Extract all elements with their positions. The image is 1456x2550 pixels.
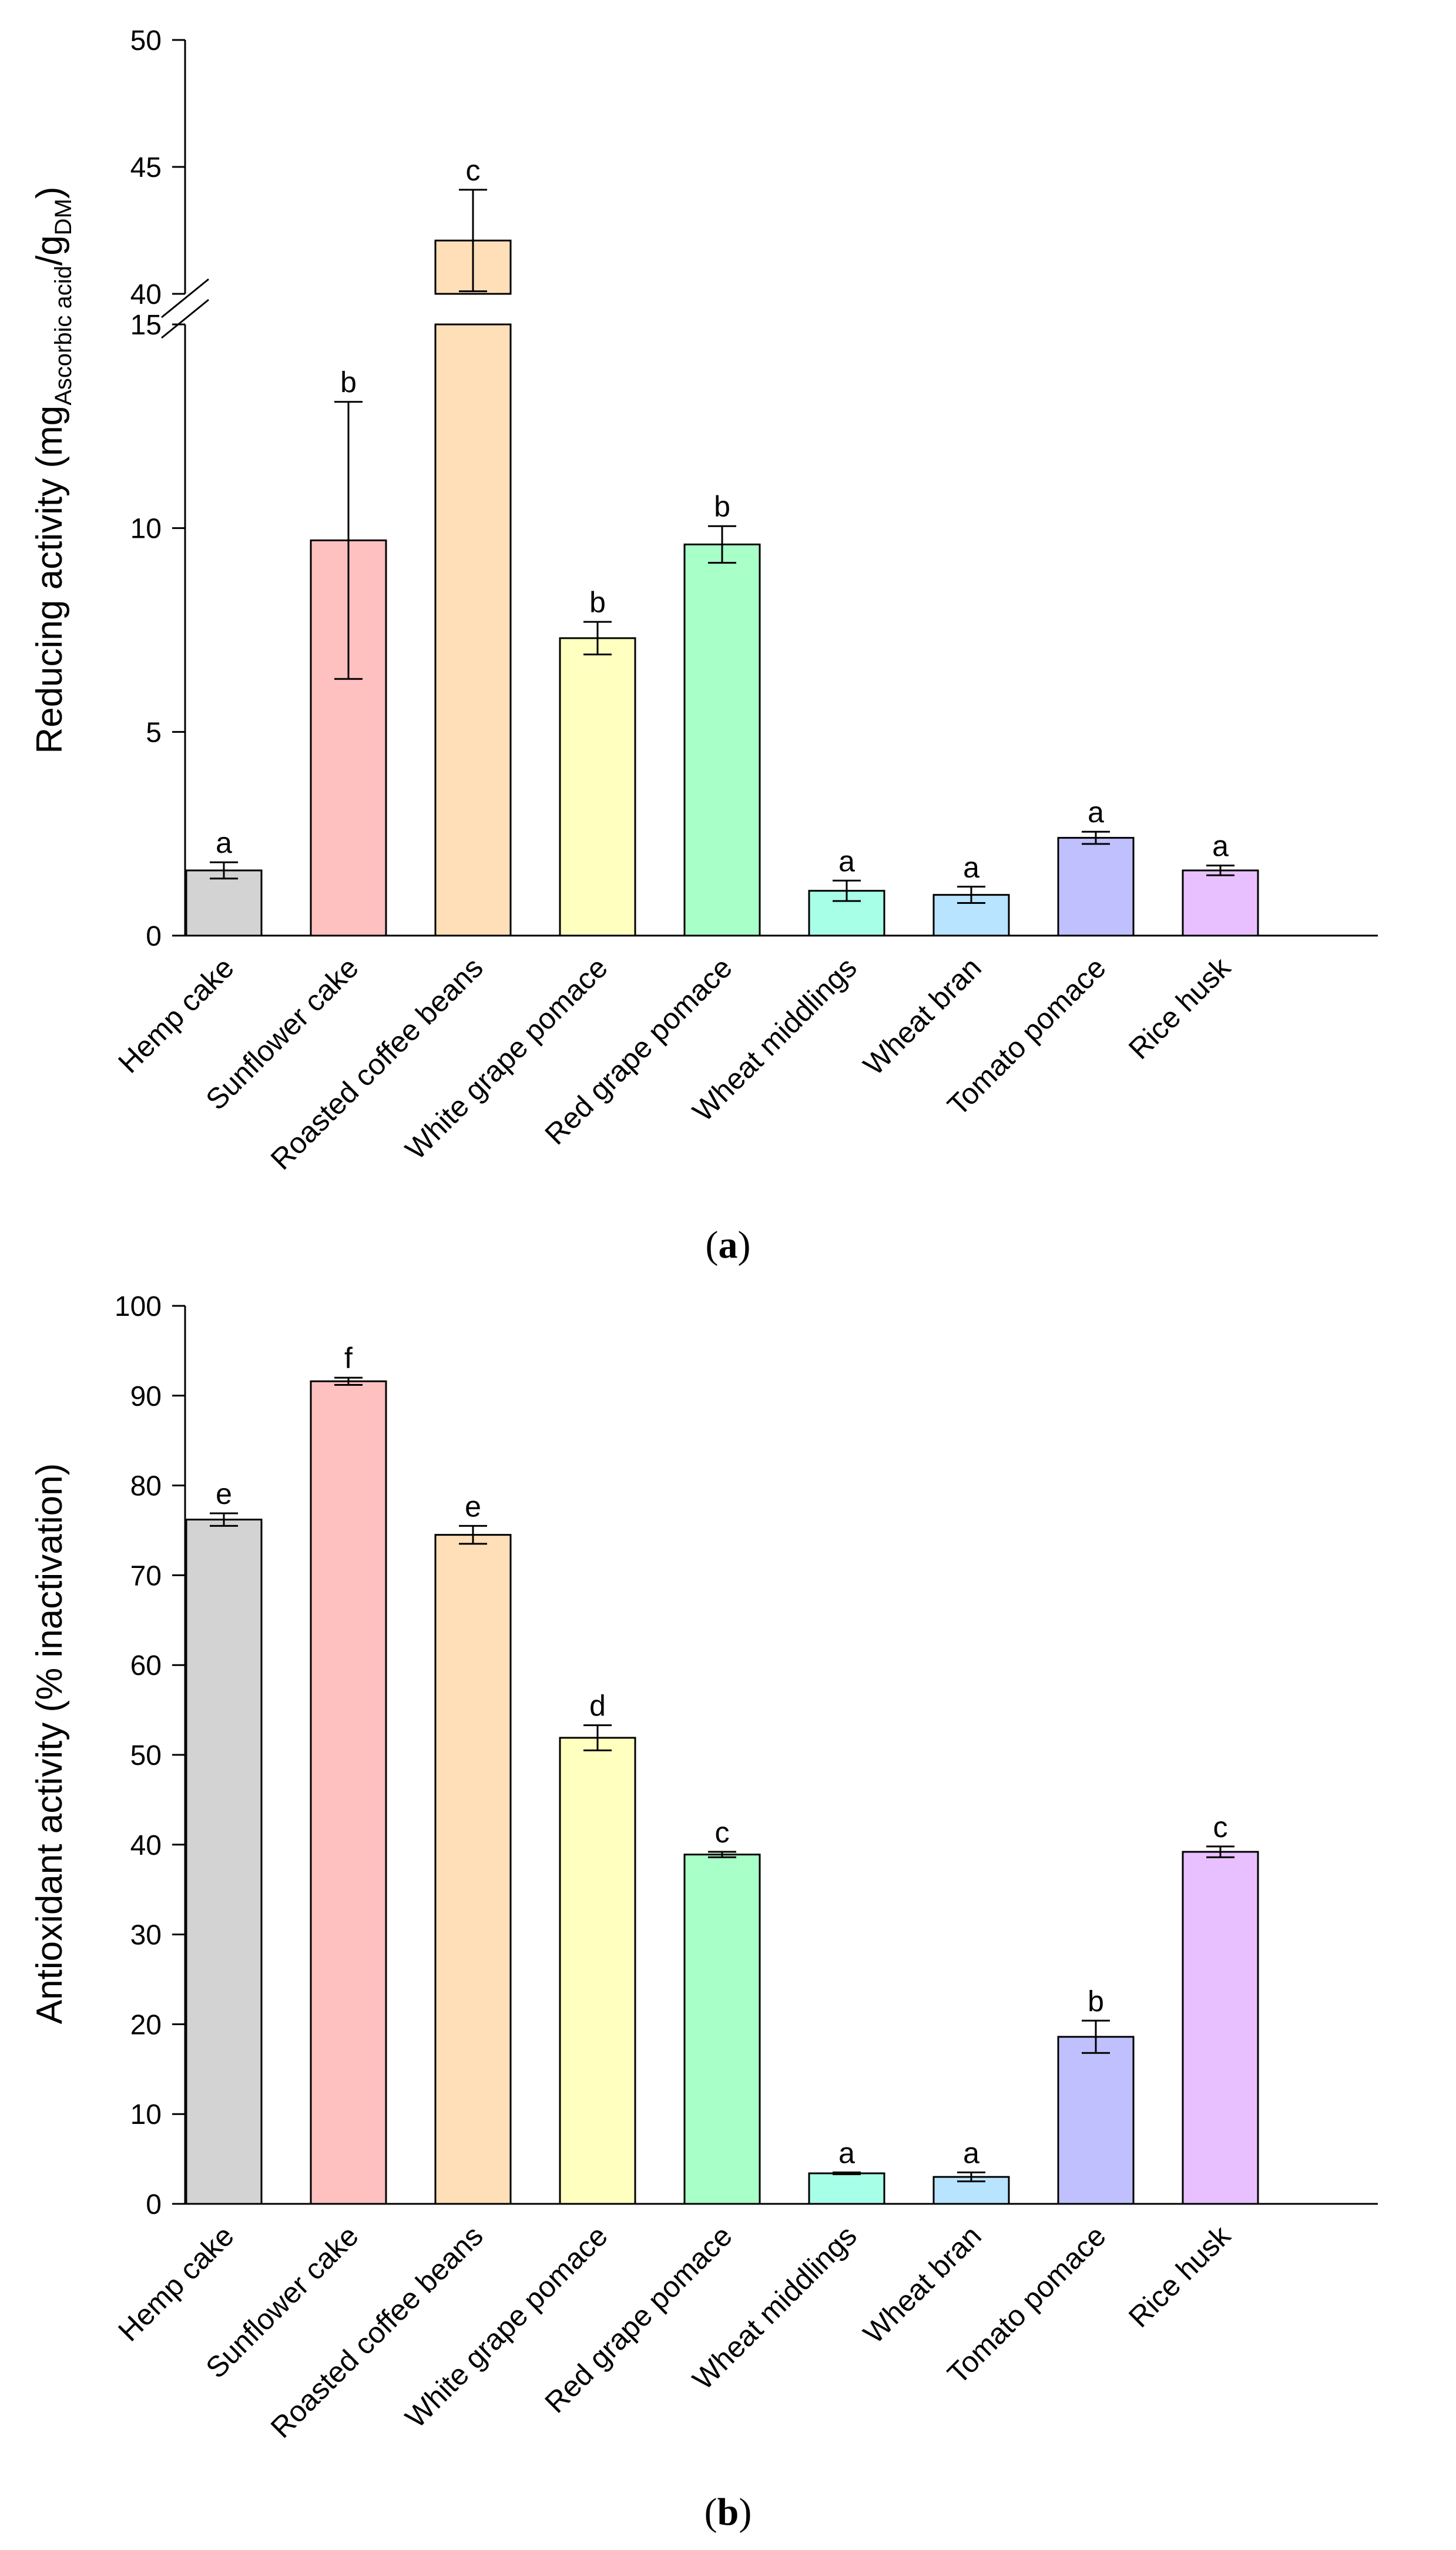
panel-a-error-bars xyxy=(210,189,1234,904)
panel-b-category-label-8: Rice husk xyxy=(1122,2219,1237,2334)
panel-a-bar-1 xyxy=(310,539,387,937)
panel-a-error-bar-2 xyxy=(459,189,487,293)
panel-b-y-tick-label-90: 90 xyxy=(130,1381,162,1412)
panel-a-letter-5: a xyxy=(838,845,855,877)
panel-a-y-tick-label-5: 5 xyxy=(146,717,162,748)
panel-b-error-bar-6 xyxy=(957,2172,985,2183)
panel-a-letter-3: b xyxy=(589,586,606,619)
panel-b-y-tick-label-70: 70 xyxy=(130,1560,162,1591)
panel-a-bar-7 xyxy=(1057,837,1135,937)
panel-b-error-bar-0 xyxy=(210,1512,238,1527)
panel-b-letter-8: c xyxy=(1213,1811,1228,1844)
panel-b-letter-0: e xyxy=(216,1477,232,1510)
panel-a-y-tick-label-15: 15 xyxy=(130,310,162,341)
panel-b-bar-7 xyxy=(1057,2036,1135,2205)
panel-a-category-label-8: Rice husk xyxy=(1122,950,1237,1065)
panel-b-error-bar-4 xyxy=(708,1851,736,1858)
panel-a-letter-4: b xyxy=(714,490,730,523)
panel-a-error-bar-7 xyxy=(1082,830,1110,845)
panel-b-caption: (b) xyxy=(704,2491,752,2534)
panel-a-error-bar-5 xyxy=(833,879,861,902)
panel-b-error-bar-2 xyxy=(459,1524,487,1545)
panel-b-category-label-6: Wheat bran xyxy=(857,2219,987,2350)
panel-a-axis-break-mark-2 xyxy=(161,299,209,339)
panel-a-bar-8 xyxy=(1182,869,1259,937)
panel-b-error-bar-8 xyxy=(1206,1845,1234,1858)
panel-b-error-bars xyxy=(210,1376,1234,2183)
panel-a-y-tick-label-10: 10 xyxy=(130,514,162,545)
panel-a-error-bar-8 xyxy=(1206,864,1234,876)
panel-a-letter-1: b xyxy=(340,366,357,399)
panel-b-antioxidant-activity-chart: 0 10 20 30 40 50 60 70 80 90 100 e f e d c a a b c Hemp ca… xyxy=(29,1291,1378,2534)
panel-a-letter-0: a xyxy=(216,826,232,859)
panel-a-y-tick-label-45: 45 xyxy=(130,152,162,183)
panel-b-category-label-2: Roasted coffee beans xyxy=(264,2219,489,2444)
panel-b-letter-4: c xyxy=(715,1816,730,1849)
panel-b-y-tick-label-60: 60 xyxy=(130,1650,162,1681)
panel-a-bar-0 xyxy=(185,869,263,937)
panel-a-bar-3 xyxy=(559,637,636,937)
panel-a-error-bar-4 xyxy=(708,525,736,564)
panel-b-significance-letters: e f e d c a a b c xyxy=(216,1342,1227,2169)
panel-b-error-bar-1 xyxy=(334,1376,363,1386)
panel-a-bar-2-lower-segment xyxy=(434,323,512,937)
panel-a-letter-6: a xyxy=(963,851,979,884)
panel-a-error-bar-3 xyxy=(583,621,612,656)
panel-b-y-tick-label-20: 20 xyxy=(130,2009,162,2040)
panel-a-error-bar-1 xyxy=(334,401,363,680)
panel-a-axis-break-mark-1 xyxy=(161,278,209,319)
panel-b-bar-2 xyxy=(434,1534,512,2205)
panel-b-category-label-3: White grape pomace xyxy=(399,2219,614,2434)
panel-a-significance-letters: a b c b b a a a a xyxy=(216,154,1229,884)
panel-a-letter-2: c xyxy=(466,154,481,187)
panel-a-caption: (a) xyxy=(706,1224,751,1266)
panel-b-y-tick-label-50: 50 xyxy=(130,1740,162,1771)
panel-b-bar-1 xyxy=(310,1380,387,2205)
panel-b-error-bar-3 xyxy=(583,1724,612,1751)
panel-a-letter-7: a xyxy=(1088,796,1104,829)
panel-a-category-label-3: White grape pomace xyxy=(399,951,614,1166)
panel-a-letter-8: a xyxy=(1212,830,1229,863)
panel-a-error-bar-0 xyxy=(210,861,238,880)
panel-b-bar-3 xyxy=(559,1737,636,2205)
panel-a-y-axis-label: Reducing activity (mgAscorbic acid/gDM) xyxy=(29,186,76,753)
panel-b-letter-7: b xyxy=(1088,1985,1104,2018)
panel-b-y-tick-label-10: 10 xyxy=(130,2099,162,2130)
panel-a-category-label-6: Wheat bran xyxy=(857,951,987,1081)
panel-a-y-tick-label-40: 40 xyxy=(130,279,162,310)
panel-b-letter-3: d xyxy=(589,1690,606,1723)
panel-b-bar-0 xyxy=(185,1519,263,2205)
panel-b-y-tick-label-30: 30 xyxy=(130,1920,162,1951)
panel-b-y-tick-label-80: 80 xyxy=(130,1471,162,1502)
panel-b-y-axis-label: Antioxidant activity (% inactivation) xyxy=(29,1463,70,2025)
panel-a-category-label-0: Hemp cake xyxy=(112,951,240,1079)
panel-b-bars xyxy=(185,1380,1259,2205)
panel-b-y-tick-label-100: 100 xyxy=(115,1291,162,1322)
panel-b-category-label-0: Hemp cake xyxy=(112,2219,240,2347)
panel-a-y-tick-label-0: 0 xyxy=(146,921,162,952)
panel-b-bar-4 xyxy=(683,1854,761,2205)
panel-a-category-label-2: Roasted coffee beans xyxy=(264,951,489,1176)
panel-b-letter-2: e xyxy=(465,1490,481,1523)
panel-b-bar-8 xyxy=(1182,1851,1259,2205)
panel-b-letter-6: a xyxy=(963,2137,979,2170)
panel-b-letter-1: f xyxy=(344,1342,353,1375)
panel-b-error-bar-7 xyxy=(1082,2019,1110,2054)
panel-a-y-tick-label-50: 50 xyxy=(130,25,162,56)
panel-b-error-bar-5 xyxy=(833,2172,861,2176)
panel-b-bar-5 xyxy=(808,2172,885,2205)
panel-b-letter-5: a xyxy=(838,2137,855,2170)
panel-b-y-tick-label-0: 0 xyxy=(146,2189,162,2220)
panel-a-error-bar-6 xyxy=(957,886,985,904)
panel-a-bar-4 xyxy=(683,543,761,937)
panel-b-y-tick-label-40: 40 xyxy=(130,1830,162,1861)
